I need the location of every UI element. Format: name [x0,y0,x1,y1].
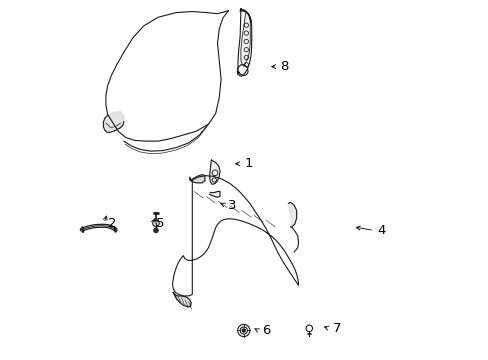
Circle shape [242,329,244,332]
Text: 4: 4 [377,224,386,237]
Text: 8: 8 [280,60,288,73]
Text: 3: 3 [228,199,236,212]
Polygon shape [241,12,250,66]
Polygon shape [173,292,191,307]
Circle shape [153,228,158,233]
Polygon shape [209,192,220,197]
Polygon shape [189,175,204,183]
Text: 7: 7 [332,322,341,335]
Text: 6: 6 [261,324,269,337]
Polygon shape [240,9,250,22]
Polygon shape [103,112,123,132]
Text: 5: 5 [156,217,164,230]
Text: 1: 1 [244,157,252,170]
Polygon shape [288,202,296,227]
Polygon shape [209,160,220,184]
Text: 2: 2 [107,217,116,230]
